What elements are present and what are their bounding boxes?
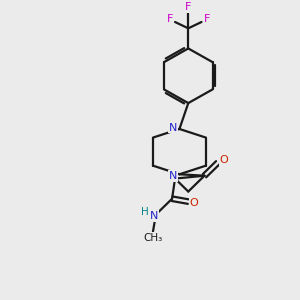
Text: H: H	[141, 207, 148, 217]
Text: O: O	[220, 155, 229, 165]
Text: CH₃: CH₃	[143, 233, 163, 243]
Text: O: O	[190, 198, 199, 208]
Text: F: F	[167, 14, 173, 24]
Text: N: N	[150, 211, 159, 221]
Text: F: F	[204, 14, 210, 24]
Text: N: N	[169, 171, 177, 181]
Text: N: N	[169, 122, 177, 133]
Text: F: F	[185, 2, 191, 12]
